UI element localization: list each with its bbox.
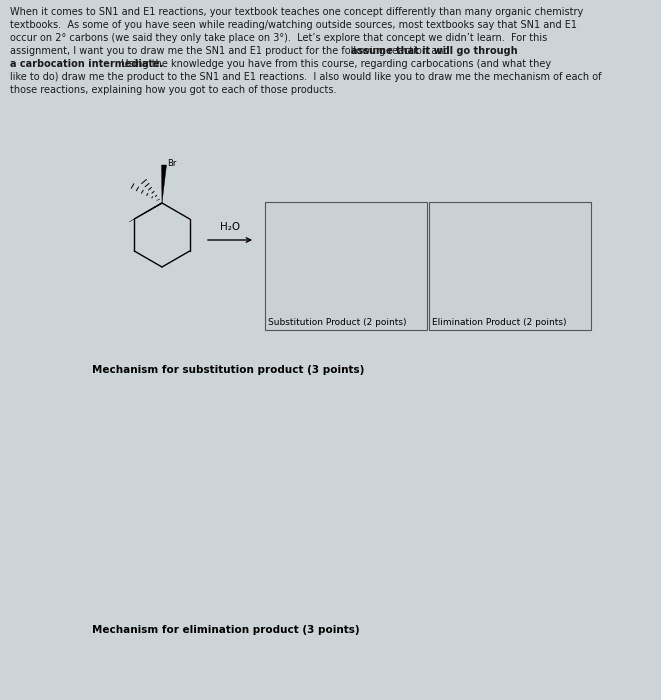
Bar (429, 202, 591, 330)
Text: assignment, I want you to draw me the SN1 and E1 product for the following react: assignment, I want you to draw me the SN… (10, 46, 453, 56)
Text: H₂O: H₂O (220, 222, 240, 232)
Text: a carbocation intermediate.: a carbocation intermediate. (10, 59, 163, 69)
Text: Substitution Product (2 points): Substitution Product (2 points) (268, 318, 407, 327)
Polygon shape (161, 165, 167, 203)
Text: textbooks.  As some of you have seen while reading/watching outside sources, mos: textbooks. As some of you have seen whil… (10, 20, 577, 30)
Text: those reactions, explaining how you got to each of those products.: those reactions, explaining how you got … (10, 85, 336, 95)
Text: Elimination Product (2 points): Elimination Product (2 points) (432, 318, 566, 327)
Text: When it comes to SN1 and E1 reactions, your textbook teaches one concept differe: When it comes to SN1 and E1 reactions, y… (10, 7, 583, 17)
Text: like to do) draw me the product to the SN1 and E1 reactions.  I also would like : like to do) draw me the product to the S… (10, 72, 602, 82)
Text: Br: Br (167, 160, 177, 169)
Text: Mechanism for substitution product (3 points): Mechanism for substitution product (3 po… (92, 365, 364, 375)
Text: Using the knowledge you have from this course, regarding carbocations (and what : Using the knowledge you have from this c… (115, 59, 551, 69)
Text: occur on 2° carbons (we said they only take place on 3°).  Let’s explore that co: occur on 2° carbons (we said they only t… (10, 33, 547, 43)
Text: Mechanism for elimination product (3 points): Mechanism for elimination product (3 poi… (92, 625, 360, 635)
Bar (265, 202, 427, 330)
Polygon shape (129, 203, 163, 222)
Text: assume that it will go through: assume that it will go through (352, 46, 518, 56)
